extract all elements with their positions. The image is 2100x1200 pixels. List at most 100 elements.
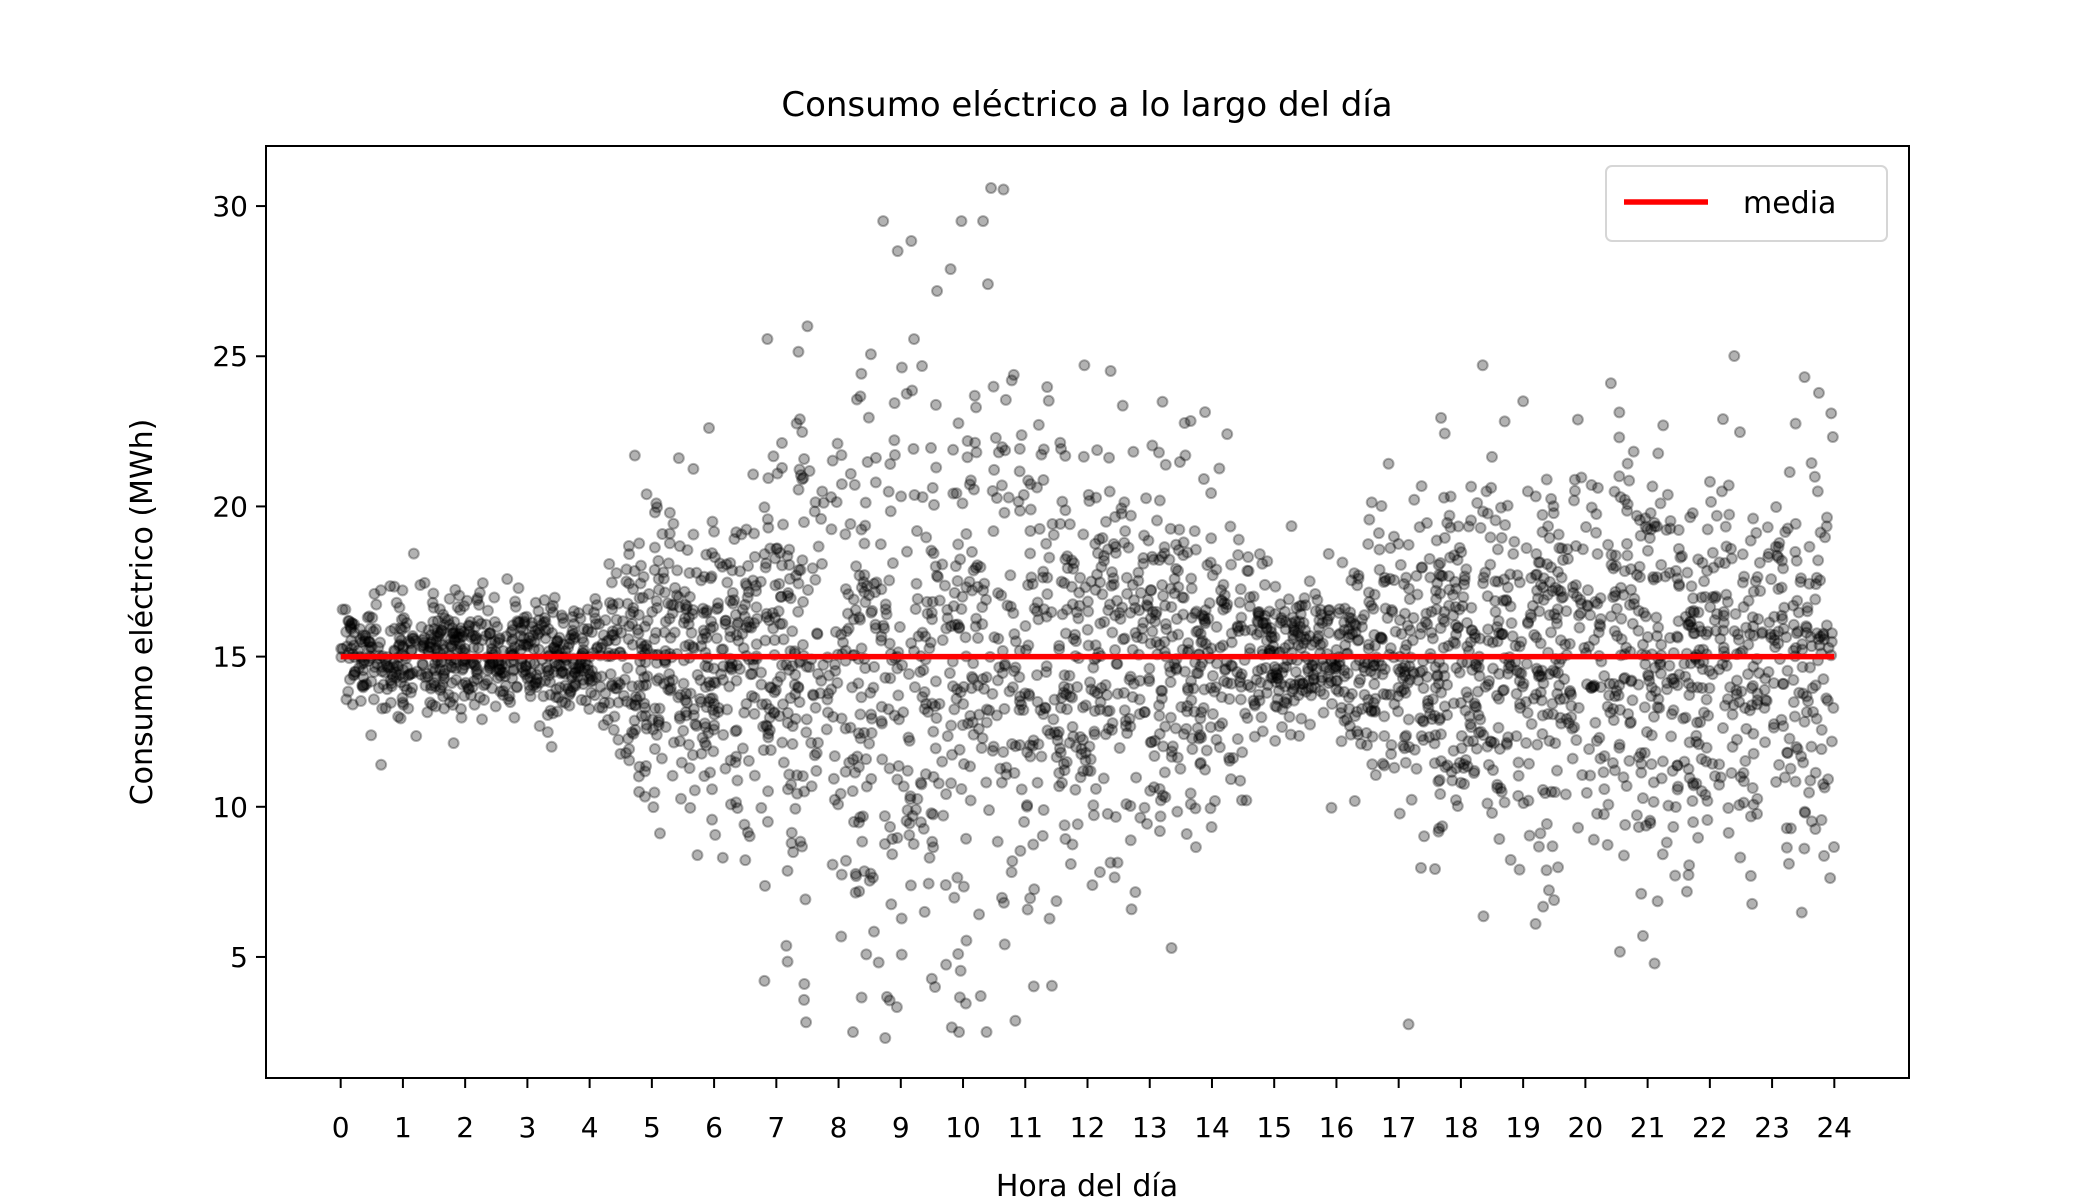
scatter-point <box>566 610 579 623</box>
scatter-point <box>1686 621 1699 634</box>
scatter-point <box>345 642 358 655</box>
scatter-point <box>810 747 823 760</box>
scatter-point <box>1325 801 1338 814</box>
scatter-point <box>910 525 923 538</box>
scatter-point <box>1497 594 1510 607</box>
scatter-point <box>1021 800 1034 813</box>
scatter-point <box>966 716 979 729</box>
scatter-point <box>1298 630 1311 643</box>
scatter-point <box>1677 712 1690 725</box>
scatter-point <box>1094 696 1107 709</box>
scatter-point <box>667 599 680 612</box>
scatter-point <box>1433 568 1446 581</box>
scatter-point <box>916 491 929 504</box>
scatter-point <box>724 754 737 767</box>
scatter-point <box>1355 613 1368 626</box>
scatter-point <box>930 461 943 474</box>
scatter-point <box>1004 600 1017 613</box>
scatter-point <box>386 670 399 683</box>
scatter-point <box>1349 626 1362 639</box>
scatter-point <box>1037 565 1050 578</box>
scatter-point <box>1274 677 1287 690</box>
scatter-point <box>1414 666 1427 679</box>
scatter-point <box>1235 668 1248 681</box>
scatter-point <box>809 701 822 714</box>
scatter-point <box>1032 738 1045 751</box>
scatter-point <box>1494 501 1507 514</box>
scatter-point <box>1782 857 1795 870</box>
scatter-point <box>1352 676 1365 689</box>
scatter-point <box>1362 586 1375 599</box>
scatter-point <box>473 586 486 599</box>
scatter-point <box>786 625 799 638</box>
scatter-point <box>458 625 471 638</box>
scatter-point <box>1074 571 1087 584</box>
scatter-point <box>1557 553 1570 566</box>
scatter-point <box>335 642 348 655</box>
scatter-point <box>1487 662 1500 675</box>
scatter-point <box>1003 685 1016 698</box>
scatter-point <box>776 736 789 749</box>
scatter-point <box>1322 547 1335 560</box>
scatter-point <box>1758 683 1771 696</box>
scatter-point <box>1116 601 1129 614</box>
scatter-point <box>703 421 716 434</box>
scatter-point <box>1700 628 1713 641</box>
scatter-point <box>437 667 450 680</box>
scatter-point <box>1361 701 1374 714</box>
scatter-point <box>762 727 775 740</box>
scatter-point <box>1189 802 1202 815</box>
scatter-point <box>1217 578 1230 591</box>
scatter-point <box>577 636 590 649</box>
scatter-point <box>445 676 458 689</box>
scatter-point <box>964 794 977 807</box>
scatter-point <box>1559 788 1572 801</box>
scatter-point <box>1490 689 1503 702</box>
scatter-point <box>719 762 732 775</box>
scatter-point <box>1027 980 1040 993</box>
scatter-point <box>1405 793 1418 806</box>
scatter-point <box>1158 541 1171 554</box>
scatter-point <box>1031 776 1044 789</box>
scatter-point <box>978 682 991 695</box>
scatter-point <box>529 677 542 690</box>
scatter-point <box>1672 780 1685 793</box>
scatter-point <box>956 719 969 732</box>
scatter-point <box>454 603 467 616</box>
scatter-point <box>1024 892 1037 905</box>
scatter-point <box>689 718 702 731</box>
scatter-point <box>395 613 408 626</box>
scatter-point <box>671 564 684 577</box>
scatter-point <box>879 598 892 611</box>
scatter-point <box>710 603 723 616</box>
scatter-point <box>1168 572 1181 585</box>
scatter-point <box>1751 571 1764 584</box>
scatter-point <box>917 822 930 835</box>
scatter-point <box>788 678 801 691</box>
scatter-point <box>705 615 718 628</box>
scatter-point <box>999 658 1012 671</box>
scatter-point <box>1316 637 1329 650</box>
scatter-point <box>1373 563 1386 576</box>
scatter-point <box>1163 660 1176 673</box>
scatter-point <box>1015 698 1028 711</box>
scatter-point <box>384 674 397 687</box>
scatter-point <box>999 393 1012 406</box>
scatter-point <box>946 680 959 693</box>
scatter-point <box>666 607 679 620</box>
scatter-point <box>1001 599 1014 612</box>
scatter-point <box>730 526 743 539</box>
scatter-point <box>1359 665 1372 678</box>
scatter-point <box>1537 900 1550 913</box>
scatter-point <box>687 462 700 475</box>
scatter-point <box>511 615 524 628</box>
scatter-point <box>376 660 389 673</box>
scatter-point <box>466 681 479 694</box>
scatter-point <box>929 398 942 411</box>
scatter-point <box>1570 734 1583 747</box>
scatter-point <box>1052 725 1065 738</box>
scatter-point <box>1696 682 1709 695</box>
scatter-point <box>430 635 443 648</box>
scatter-point <box>388 622 401 635</box>
scatter-point <box>1284 677 1297 690</box>
